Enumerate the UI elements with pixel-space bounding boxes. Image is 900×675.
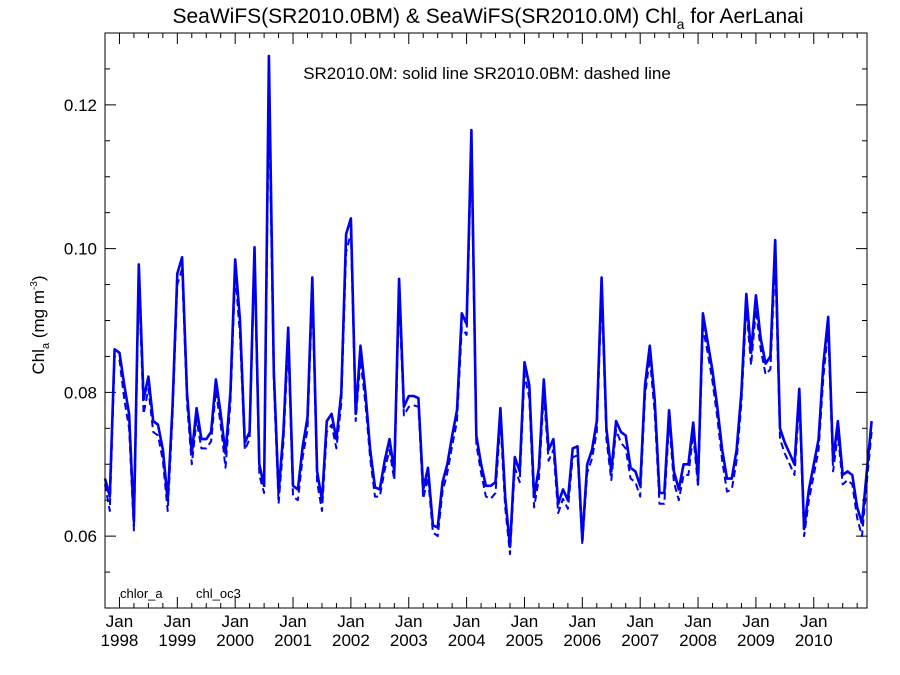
y-axis-label-sup: -3 [29, 281, 40, 290]
x-tick-label-year: 2002 [332, 631, 370, 650]
y-axis-label: Chla (mg m-3) [29, 275, 52, 374]
series-layer [103, 54, 873, 556]
x-tick-label-year: 2008 [679, 631, 717, 650]
x-tick-label-month: Jan [453, 612, 480, 631]
chart-title-sub: a [677, 16, 685, 32]
y-tick-label: 0.12 [64, 96, 97, 115]
y-tick-label: 0.06 [64, 527, 97, 546]
x-tick-label-year: 2006 [563, 631, 601, 650]
x-tick-label-year: 2004 [448, 631, 486, 650]
x-tick-label-year: 2005 [506, 631, 544, 650]
x-tick-label-month: Jan [221, 612, 248, 631]
x-tick-label-month: Jan [337, 612, 364, 631]
x-tick-label-month: Jan [800, 612, 827, 631]
x-tick-label-month: Jan [569, 612, 596, 631]
x-tick-label-month: Jan [511, 612, 538, 631]
x-tick-label-year: 1998 [101, 631, 139, 650]
y-axis-label-main: Chl [29, 349, 48, 375]
legend-entry-chlor-a: chlor_a [120, 586, 163, 601]
chart-annotation: SR2010.0M: solid line SR2010.0BM: dashed… [303, 64, 671, 83]
x-tick-label-year: 2007 [621, 631, 659, 650]
x-tick-label-month: Jan [742, 612, 769, 631]
series-line-chl-oc3 [103, 54, 873, 549]
x-tick-label-year: 2010 [795, 631, 833, 650]
y-tick-label: 0.10 [64, 240, 97, 259]
series-line-chlor-a [104, 93, 873, 556]
chart-title-suffix: for AerLanai [684, 5, 803, 28]
y-axis-ticks: 0.06 0.08 0.10 0.12 [64, 32, 867, 609]
x-axis-ticks: Jan1998Jan1999Jan2000Jan2001Jan2002Jan20… [101, 33, 858, 650]
x-tick-label-month: Jan [164, 612, 191, 631]
y-tick-label: 0.08 [64, 383, 97, 402]
y-axis-label-unit: (mg m [29, 290, 48, 343]
x-tick-label-year: 2000 [216, 631, 254, 650]
x-tick-label-year: 2009 [737, 631, 775, 650]
x-tick-label-month: Jan [279, 612, 306, 631]
x-tick-label-year: 2003 [390, 631, 428, 650]
plot-frame [104, 32, 868, 609]
chart-title: SeaWiFS(SR2010.0BM) & SeaWiFS(SR2010.0M)… [172, 5, 803, 32]
legend-entry-chl-oc3: chl_oc3 [196, 586, 241, 601]
x-tick-label-year: 1999 [158, 631, 196, 650]
x-tick-label-month: Jan [106, 612, 133, 631]
x-tick-label-month: Jan [395, 612, 422, 631]
y-axis-label-close: ) [29, 275, 48, 281]
x-tick-label-year: 2001 [274, 631, 312, 650]
x-tick-label-month: Jan [684, 612, 711, 631]
chart-title-prefix: SeaWiFS(SR2010.0BM) & SeaWiFS(SR2010.0M)… [172, 5, 676, 28]
y-axis-label-sub: a [40, 342, 52, 349]
x-tick-label-month: Jan [626, 612, 653, 631]
